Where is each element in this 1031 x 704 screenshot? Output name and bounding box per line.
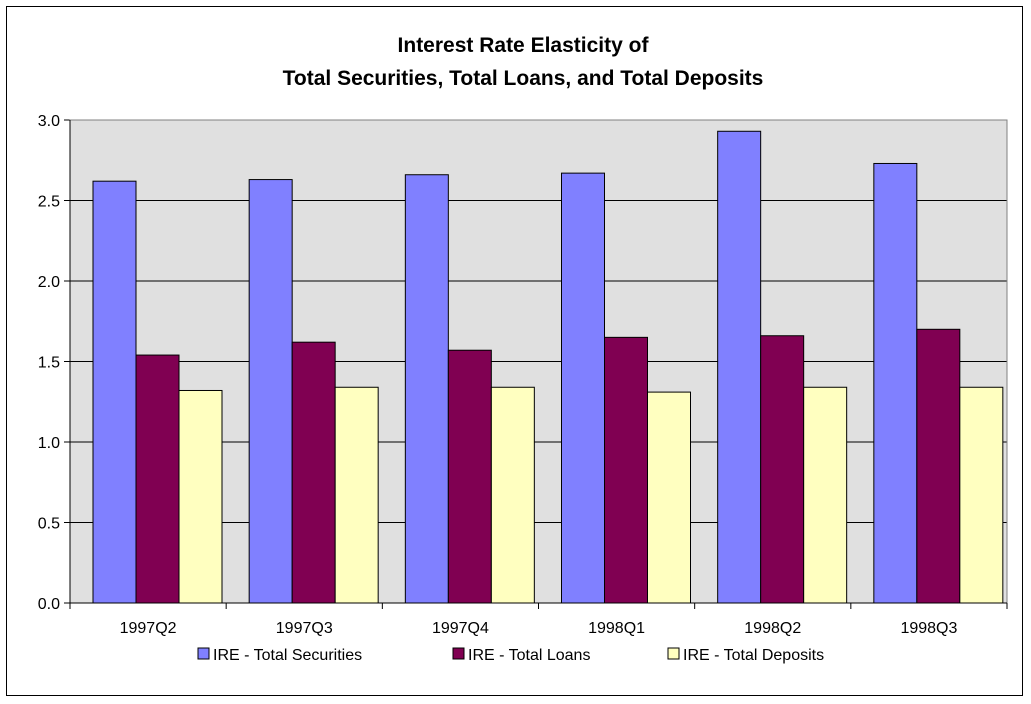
bar [760, 335, 805, 604]
bar [803, 386, 848, 604]
legend-label: IRE - Total Loans [468, 647, 590, 664]
bar [717, 130, 762, 604]
y-tick-label: 2.0 [38, 274, 60, 291]
bar [490, 386, 535, 604]
bar [873, 162, 918, 604]
bar [561, 172, 605, 604]
bar [135, 354, 180, 604]
y-tick-label: 2.5 [38, 194, 60, 211]
bar [334, 386, 379, 604]
bar [92, 180, 137, 604]
x-tick-label: 1998Q2 [744, 620, 801, 637]
legend-swatch [667, 647, 680, 660]
y-tick-label: 3.0 [38, 113, 60, 130]
legend: IRE - Total Securities IRE - Total Loans I… [197, 647, 824, 664]
legend-label: IRE - Total Deposits [683, 647, 824, 664]
bar [604, 336, 648, 604]
bar [916, 328, 961, 604]
x-tick-label: 1998Q3 [900, 620, 957, 637]
x-tick-label: 1997Q4 [432, 620, 489, 637]
x-tick-label: 1997Q3 [276, 620, 333, 637]
bar [404, 174, 449, 604]
legend-label: IRE - Total Securities [213, 647, 362, 664]
bar [447, 349, 492, 604]
bar [647, 391, 691, 604]
legend-swatch [452, 647, 465, 660]
chart-title-line-2: Total Securities, Total Loans, and Total… [283, 67, 764, 90]
bar [178, 389, 223, 604]
bar [248, 179, 293, 604]
y-tick-label: 0.5 [38, 516, 60, 533]
chart-title-line-1: Interest Rate Elasticity of [398, 34, 650, 57]
x-tick-label: 1997Q2 [120, 620, 177, 637]
bar [291, 341, 336, 604]
x-tick-label: 1998Q1 [588, 620, 645, 637]
y-tick-label: 1.5 [38, 355, 60, 372]
plot-area: 0.0 0.5 1.0 1.5 2.0 2.5 3.0 1997Q2 1997Q3 1997Q4 1… [38, 113, 1008, 637]
bar [959, 386, 1004, 604]
legend-swatch [197, 647, 210, 660]
y-tick-label: 0.0 [38, 596, 60, 613]
y-tick-label: 1.0 [38, 435, 60, 452]
